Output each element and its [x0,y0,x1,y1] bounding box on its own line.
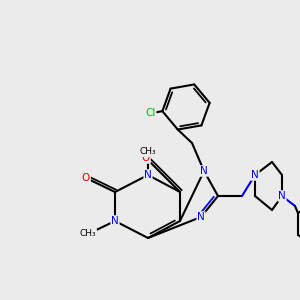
Text: O: O [82,173,90,183]
Text: N: N [278,191,286,201]
Text: N: N [111,216,119,226]
Text: N: N [197,212,205,222]
Text: N: N [251,170,259,180]
Text: Cl: Cl [146,108,156,118]
Text: O: O [142,153,150,163]
Text: N: N [200,166,208,176]
Text: CH₃: CH₃ [80,230,96,238]
Text: CH₃: CH₃ [140,148,156,157]
Text: N: N [144,170,152,180]
